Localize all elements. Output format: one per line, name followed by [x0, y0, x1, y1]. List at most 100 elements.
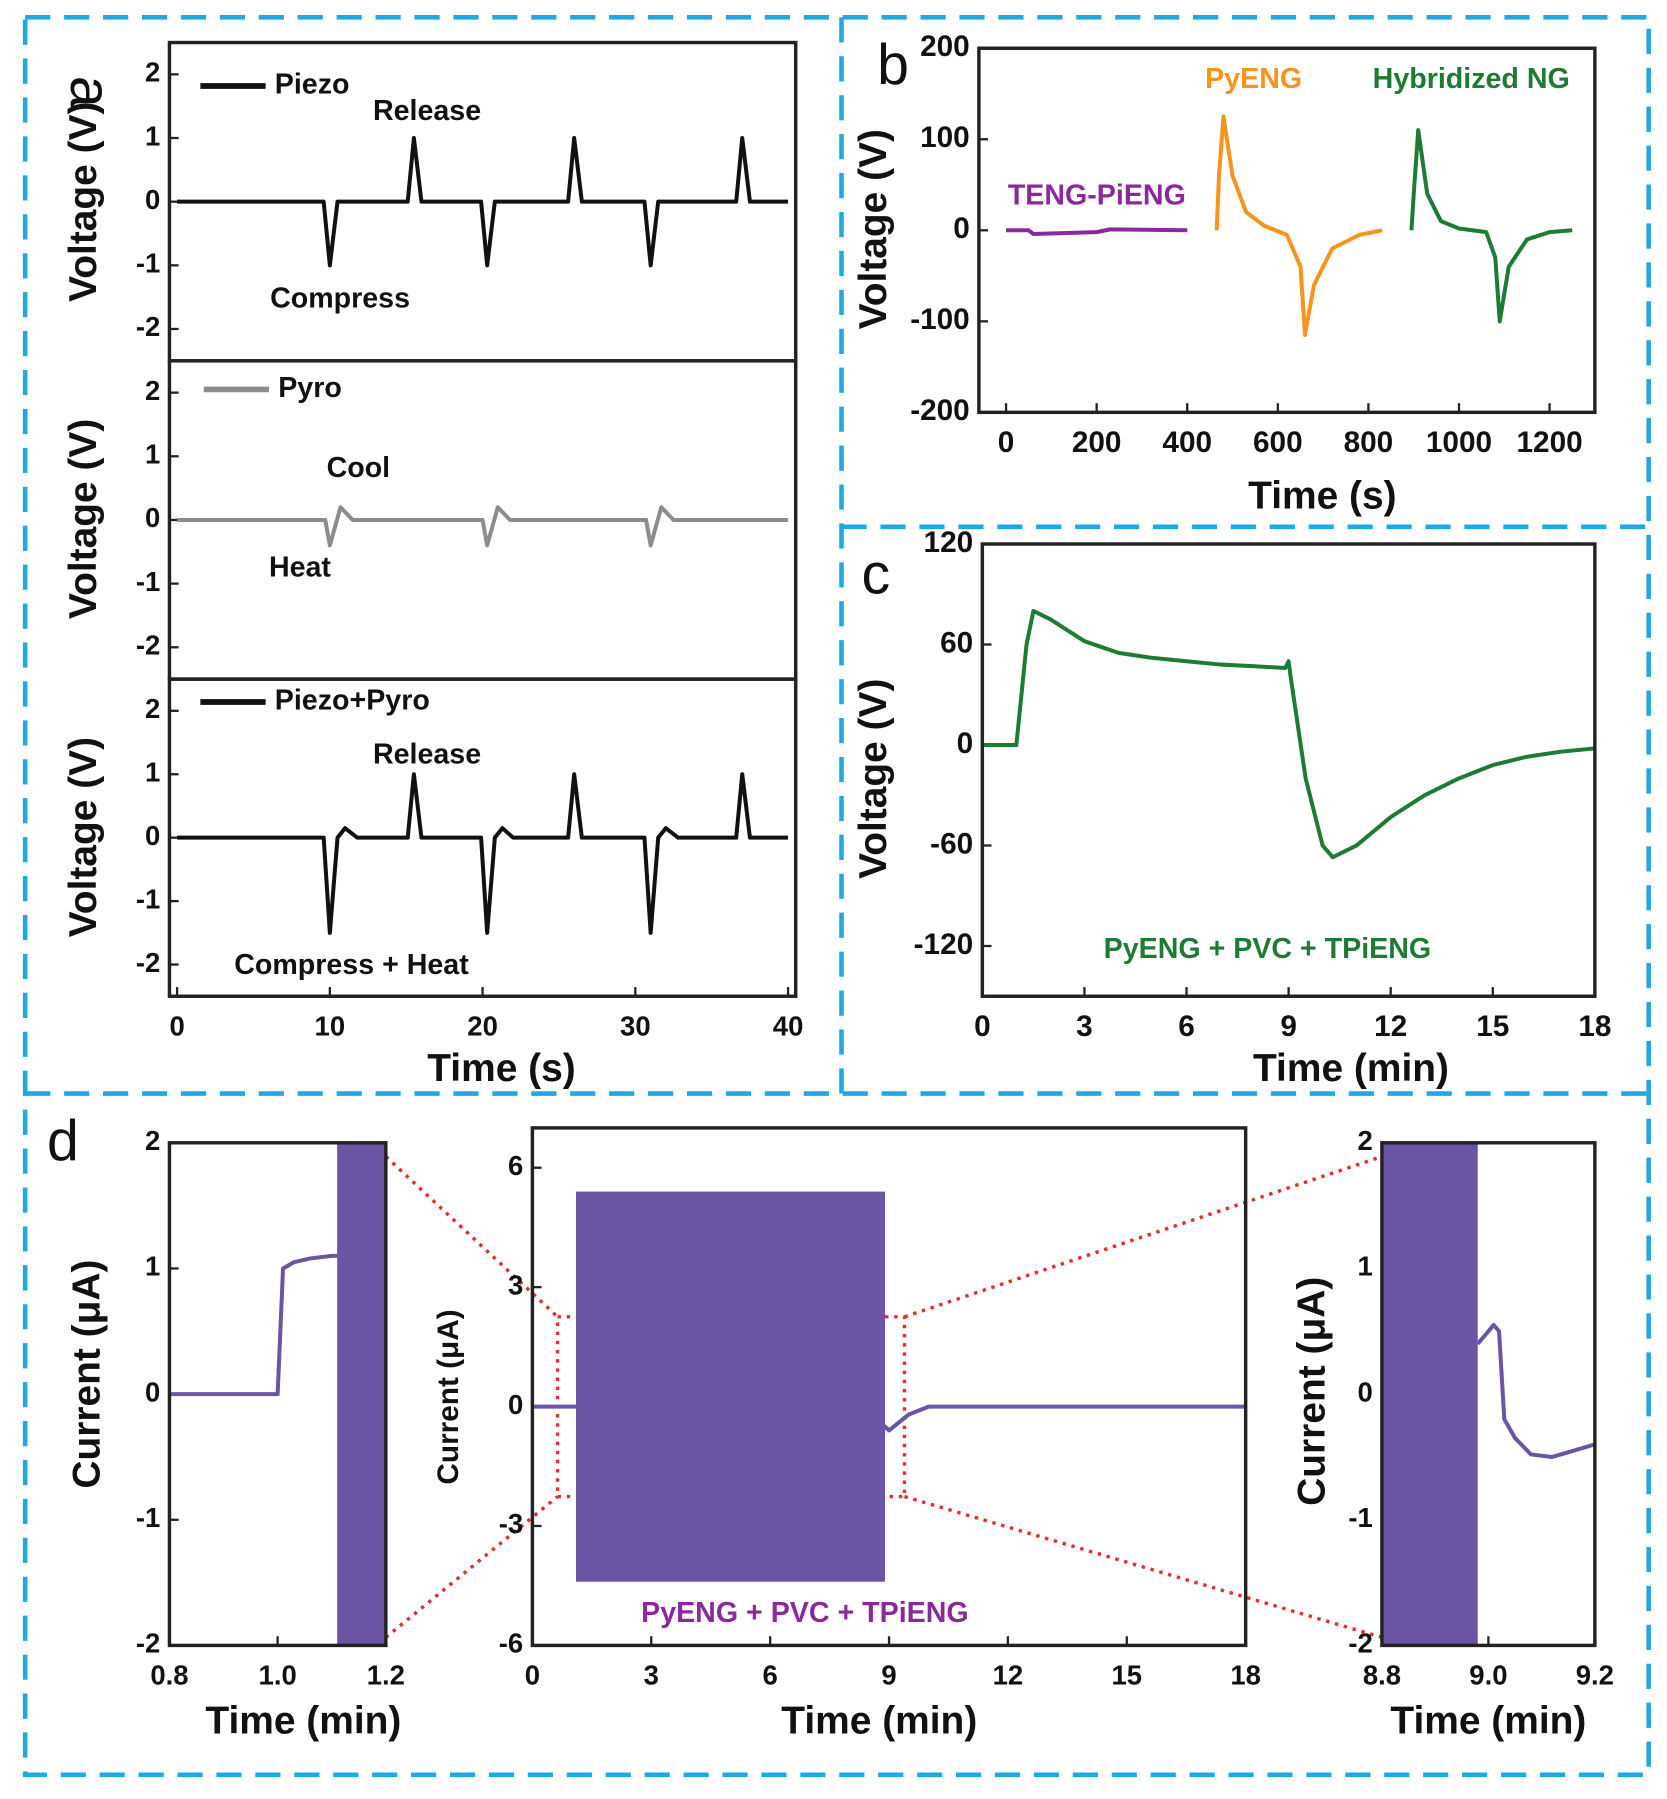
annotation: Compress + Heat — [234, 949, 469, 981]
x-tick-label: 1.0 — [259, 1660, 297, 1691]
y-tick-label: 0 — [1357, 1376, 1372, 1407]
plot-frame — [167, 677, 798, 998]
chart: -2 -1 0 1 2 Piezo Release Compress Voltage (V)a — [58, 40, 798, 363]
x-tick-label: 20 — [467, 1011, 498, 1042]
y-tick-label: -6 — [499, 1628, 523, 1659]
x-tick-label: 1000 — [1426, 426, 1492, 459]
y-tick-label: -60 — [930, 827, 973, 860]
signal-band — [1381, 1142, 1478, 1646]
legend-label: Piezo+Pyro — [275, 685, 430, 717]
legend-label: Pyro — [278, 372, 342, 404]
plot-frame — [167, 1141, 388, 1648]
x-tick-label: 8.8 — [1363, 1660, 1401, 1691]
x-tick-label: 18 — [1578, 1010, 1611, 1043]
y-tick-label: 2 — [1357, 1125, 1372, 1156]
x-tick-label: 0 — [998, 426, 1015, 459]
y-axis-label: Voltage (V) — [62, 102, 105, 302]
chart: -2 -1 0 1 2 Pyro Cool Heat Voltage (V) — [62, 359, 798, 681]
chart: -200 -100 0 100 200 0 200 400 600 800 1000 1200 TENG… — [852, 30, 1597, 517]
series-line — [169, 1253, 338, 1397]
y-tick-label: -120 — [914, 928, 974, 961]
y-tick-label: -2 — [136, 1628, 160, 1659]
x-tick-label: 6 — [763, 1660, 778, 1691]
panel-borders — [22, 15, 1651, 1778]
y-tick-label: 200 — [920, 30, 970, 63]
x-tick-label: 200 — [1072, 426, 1122, 459]
y-tick-label: 1 — [145, 120, 160, 151]
y-tick-label: 2 — [145, 375, 160, 406]
y-axis-label: Voltage (V) — [852, 129, 895, 329]
y-tick-label: 60 — [940, 626, 973, 659]
y-tick-label: 1 — [145, 439, 160, 470]
y-tick-label: 0 — [145, 502, 160, 533]
y-tick-label: 6 — [508, 1150, 523, 1181]
panel-label: b — [877, 33, 909, 97]
x-tick-label: 15 — [1476, 1010, 1509, 1043]
series-line — [1476, 1322, 1595, 1459]
y-tick-label: -100 — [910, 303, 970, 336]
chart: -2 -1 0 1 2 0.8 1.0 1.2 Current (μA) Time (min) d — [47, 1109, 405, 1742]
x-axis-label: Time (s) — [1248, 474, 1396, 517]
series-line — [177, 505, 789, 548]
y-tick-label: -2 — [136, 947, 160, 978]
chart: -6 -3 0 3 6 0 3 6 9 12 15 18 PyENG + PVC + TPiENG Cur… — [432, 1126, 1261, 1743]
x-axis-label: Time (min) — [1253, 1047, 1449, 1090]
y-tick-label: 0 — [508, 1389, 523, 1420]
legend-label: TENG-PiENG — [1008, 180, 1186, 212]
y-tick-label: 2 — [145, 57, 160, 88]
x-tick-label: 1200 — [1516, 426, 1582, 459]
x-tick-label: 3 — [1076, 1010, 1093, 1043]
x-axis-label: Time (min) — [781, 1700, 977, 1743]
series-line — [982, 608, 1595, 860]
series-line — [1409, 128, 1573, 324]
x-tick-label: 15 — [1112, 1660, 1143, 1691]
y-tick-label: 1 — [145, 756, 160, 787]
signal-band — [575, 1191, 886, 1582]
x-tick-label: 40 — [773, 1011, 804, 1042]
chart: -120 -60 0 60 120 0 3 6 9 12 15 18 PyENG + PVC + TPi… — [852, 526, 1611, 1090]
chart: -2 -1 0 1 2 8.8 9.0 9.2 Current (μA) Time (min) — [1291, 1125, 1614, 1743]
x-tick-label: 600 — [1253, 426, 1303, 459]
x-tick-label: 10 — [315, 1011, 346, 1042]
panel-label: d — [47, 1109, 79, 1173]
plot-frame — [977, 46, 1597, 415]
x-tick-label: 0 — [525, 1660, 540, 1691]
y-axis-label: Voltage (V) — [62, 737, 105, 937]
x-tick-label: 9.2 — [1576, 1660, 1614, 1691]
y-tick-label: 2 — [145, 693, 160, 724]
series-line — [177, 136, 789, 268]
y-tick-label: 0 — [145, 184, 160, 215]
x-tick-label: 1.2 — [367, 1660, 405, 1691]
y-axis-label: Current (μA) — [432, 1309, 465, 1484]
y-tick-label: -2 — [136, 311, 160, 342]
x-tick-label: 400 — [1162, 426, 1212, 459]
x-tick-label: 6 — [1178, 1010, 1195, 1043]
y-axis-label: Voltage (V) — [62, 419, 105, 619]
x-tick-label: 18 — [1230, 1660, 1261, 1691]
plot-frame — [1380, 1141, 1597, 1648]
x-axis-label: Time (min) — [205, 1700, 401, 1743]
y-tick-label: 3 — [508, 1269, 523, 1300]
x-tick-label: 9 — [881, 1660, 896, 1691]
legend-label: Piezo — [275, 69, 350, 101]
signal-band — [337, 1142, 386, 1646]
y-tick-label: -3 — [499, 1508, 523, 1539]
x-tick-label: 12 — [1374, 1010, 1407, 1043]
y-tick-label: 0 — [953, 212, 970, 245]
y-tick-label: 1 — [1357, 1251, 1372, 1282]
x-axis-label: Time (min) — [1390, 1700, 1586, 1743]
y-tick-label: 2 — [145, 1125, 160, 1156]
series-line — [532, 1404, 1246, 1433]
x-tick-label: 12 — [993, 1660, 1024, 1691]
annotation: Compress — [270, 283, 410, 315]
y-tick-label: 0 — [957, 727, 974, 760]
panel-label: c — [862, 542, 891, 606]
series-line — [1006, 227, 1188, 236]
y-tick-label: 0 — [145, 820, 160, 851]
y-tick-label: 0 — [145, 1376, 160, 1407]
y-tick-label: -1 — [1348, 1502, 1372, 1533]
x-tick-label: 9.0 — [1469, 1660, 1507, 1691]
x-tick-label: 3 — [644, 1660, 659, 1691]
